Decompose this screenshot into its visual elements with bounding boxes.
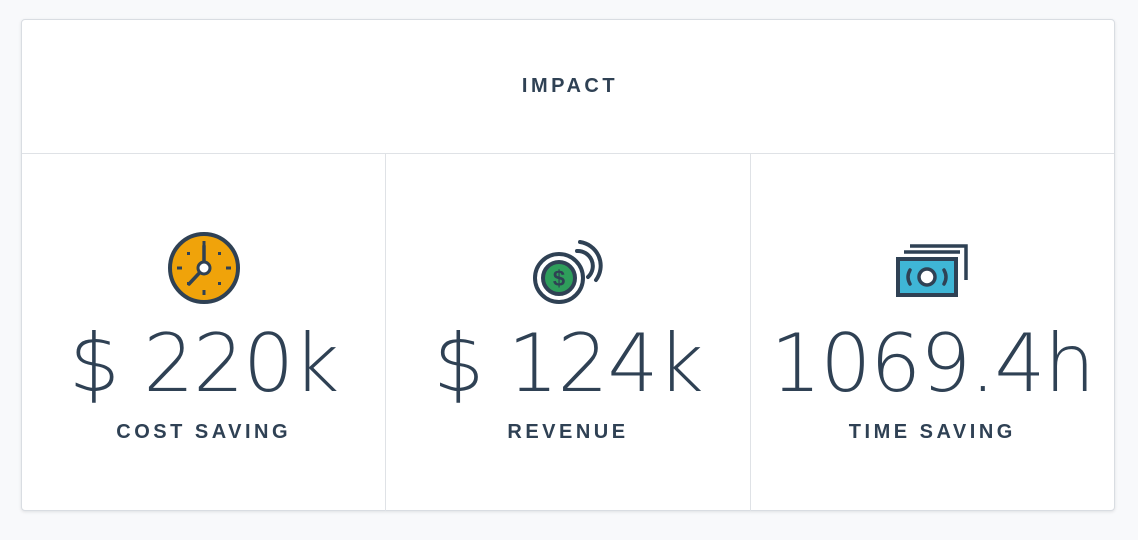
metric-revenue: $ $ 124k REVENUE [386,154,751,511]
svg-text:$: $ [553,266,565,291]
revenue-label: REVENUE [507,421,629,443]
metric-cost-saving: $ 220k COST SAVING [22,154,387,511]
time-saving-value: 1069.4h [770,317,1096,410]
card-title: IMPACT [521,75,619,97]
cost-saving-value: $ 220k [68,317,339,410]
revenue-value: $ 124k [433,317,703,410]
clock-icon [164,232,244,304]
metrics-row: $ 220k COST SAVING $ $ 124k REVENUE [22,154,1114,511]
coins-icon: $ [528,232,608,304]
cost-saving-label: COST SAVING [116,421,292,443]
impact-card: IMPACT [21,19,1115,511]
metric-time-saving: 1069.4h TIME SAVING [751,154,1114,511]
banknote-icon [892,232,972,304]
card-header: IMPACT [22,20,1114,154]
time-saving-label: TIME SAVING [848,421,1016,443]
